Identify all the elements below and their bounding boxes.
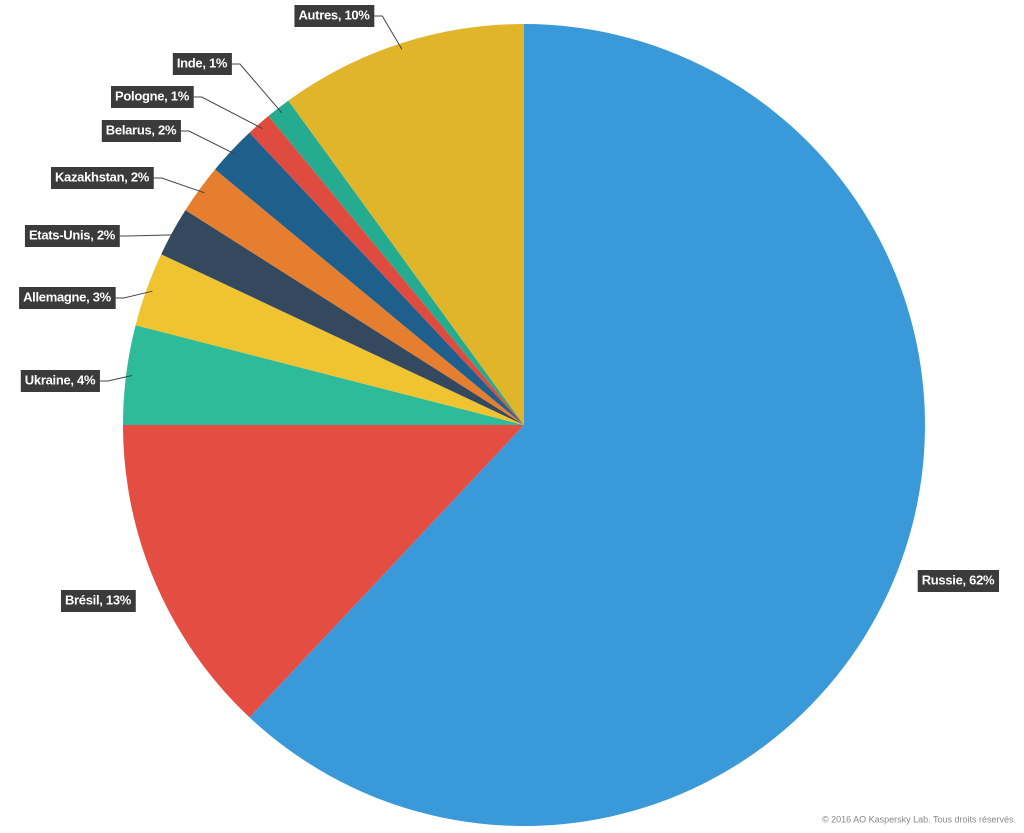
slice-label: Belarus, 2% [106, 122, 177, 137]
slice-label: Allemagne, 3% [23, 289, 112, 304]
slice-label-group: Pologne, 1% [111, 86, 194, 108]
slice-label: Kazakhstan, 2% [55, 169, 150, 184]
label-background [172, 53, 232, 75]
leader-line [180, 130, 237, 156]
slice-label-group: Russie, 62% [917, 570, 1000, 592]
slice-label-group: Brésil, 13% [60, 590, 136, 612]
pie-slice [215, 132, 525, 425]
label-background [111, 86, 194, 108]
label-background [20, 370, 100, 392]
slice-label-group: Kazakhstan, 2% [50, 167, 154, 189]
slice-label: Autres, 10% [298, 7, 370, 22]
slice-label: Etats-Unis, 2% [29, 227, 116, 242]
slice-label: Inde, 1% [177, 55, 228, 70]
leader-line [374, 15, 403, 50]
label-background [24, 225, 120, 247]
slice-label-group: Autres, 10% [294, 5, 375, 27]
label-background [294, 5, 375, 27]
leader-line [99, 375, 133, 382]
pie-slice [135, 254, 525, 425]
slice-label: Ukraine, 4% [25, 372, 96, 387]
slice-label: Pologne, 1% [115, 88, 190, 103]
leader-line [231, 63, 283, 114]
slice-label-group: Belarus, 2% [101, 120, 181, 142]
footer: © 2016 AO Kaspersky Lab. Tous droits rés… [822, 814, 1016, 824]
slice-label: Brésil, 13% [65, 592, 132, 607]
leader-line [153, 177, 205, 194]
slice-label: Russie, 62% [922, 572, 995, 587]
slices [123, 24, 926, 826]
leader-line [115, 290, 153, 299]
pie-slice [161, 210, 524, 425]
leader-line [119, 234, 178, 237]
slice-label-group: Ukraine, 4% [20, 370, 100, 392]
pie-slice [288, 24, 524, 425]
slice-label-group: Allemagne, 3% [19, 287, 116, 309]
label-background [917, 570, 1000, 592]
pie-slice [123, 325, 524, 425]
pie-slice [185, 169, 524, 425]
slice-label-group: Etats-Unis, 2% [24, 225, 120, 247]
label-background [19, 287, 116, 309]
slice-label-group: Inde, 1% [172, 53, 232, 75]
pie-slice [123, 425, 524, 718]
label-background [101, 120, 181, 142]
leader-line [193, 96, 264, 130]
label-background [50, 167, 154, 189]
labels: Russie, 62% Brésil, 13% Ukraine, 4% Allemag… [19, 5, 1000, 612]
pie-slice [268, 100, 524, 426]
label-background [60, 590, 136, 612]
pie-slice [249, 24, 926, 826]
pie-slice [249, 116, 524, 425]
